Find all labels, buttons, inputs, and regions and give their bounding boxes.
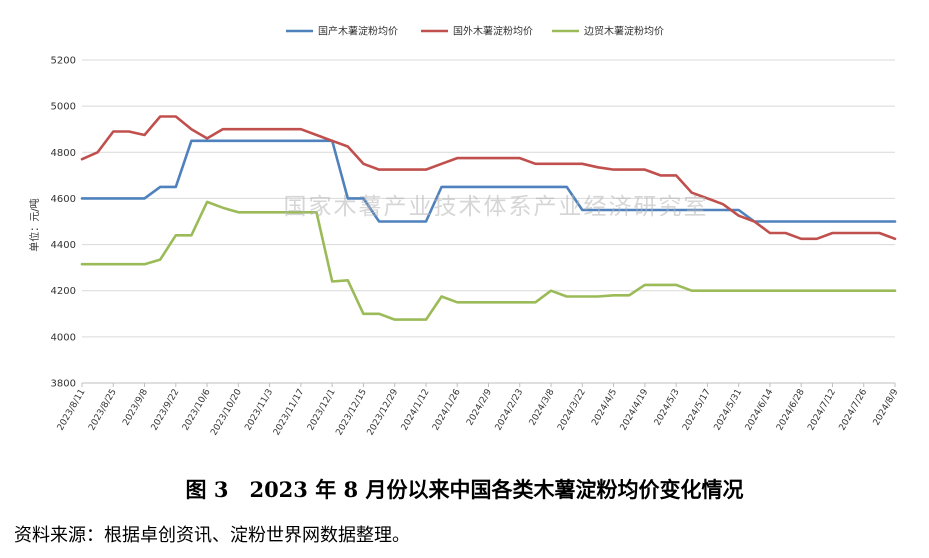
x-axis-ticks: 2023/8/11 2023/8/25 2023/9/8 2023/9/22 2023/…: [56, 383, 901, 437]
x-tick-label: 2023/10/20: [209, 387, 244, 437]
line-chart: 3800 4000 4200 4400 4600 4800 5000 5200 2023/8/…: [28, 25, 901, 438]
y-axis-ticks: 3800 4000 4200 4400 4600 4800 5000 5200: [51, 56, 76, 390]
y-tick-label: 5000: [51, 102, 76, 113]
x-tick-label: 2024/6/28: [775, 387, 807, 432]
x-tick-label: 2024/4/19: [619, 387, 651, 432]
grid-lines: [82, 59, 895, 384]
y-tick-label: 4200: [51, 286, 76, 297]
series-line-2: [80, 115, 897, 241]
x-tick-label: 2024/5/31: [713, 388, 745, 433]
x-tick-label: 2024/1/26: [431, 387, 463, 432]
x-tick-label: 2024/6/14: [744, 387, 776, 432]
y-tick-label: 4400: [51, 240, 76, 251]
x-tick-label: 2023/9/22: [150, 388, 182, 433]
legend-label: 国产木薯淀粉均价: [318, 25, 398, 38]
data-source-note: 资料来源：根据卓创资讯、淀粉世界网数据整理。: [14, 525, 410, 546]
watermark-text: 国家木薯产业技术体系产业经济研究室: [284, 194, 709, 220]
x-tick-label: 2024/3/22: [556, 388, 588, 433]
x-tick-label: 2024/2/23: [494, 388, 526, 433]
x-tick-label: 2024/7/12: [806, 388, 838, 433]
legend: 国产木薯淀粉均价 国外木薯淀粉均价 边贸木薯淀粉均价: [286, 25, 664, 38]
x-tick-label: 2023/10/6: [181, 387, 213, 432]
series-lines: [80, 115, 897, 321]
x-tick-label: 2023/9/8: [121, 387, 150, 427]
y-tick-label: 4800: [51, 148, 76, 159]
y-tick-label: 5200: [51, 56, 76, 67]
x-tick-label: 2023/12/15: [334, 388, 369, 438]
series-line-1: [80, 139, 897, 223]
x-tick-label: 2024/1/12: [400, 388, 432, 433]
x-tick-label: 2024/8/9: [872, 387, 901, 427]
x-tick-label: 2023/11/17: [272, 388, 307, 438]
legend-label: 国外木薯淀粉均价: [453, 25, 533, 38]
legend-label: 边贸木薯淀粉均价: [584, 25, 664, 38]
figure-caption: 图 3 2023 年 8 月份以来中国各类木薯淀粉均价变化情况: [185, 477, 744, 502]
y-tick-label: 4600: [51, 194, 76, 205]
x-tick-label: 2023/12/29: [366, 387, 401, 437]
x-tick-label: 2023/8/25: [87, 388, 119, 433]
y-tick-label: 3800: [51, 379, 76, 390]
x-tick-label: 2024/5/3: [653, 388, 682, 428]
x-tick-label: 2023/12/1: [306, 388, 338, 433]
x-tick-label: 2023/11/3: [243, 388, 275, 433]
x-tick-label: 2024/3/8: [528, 387, 557, 427]
x-tick-label: 2024/4/5: [590, 388, 619, 428]
y-axis-label: 单位：元/吨: [28, 198, 41, 251]
y-tick-label: 4000: [51, 332, 76, 343]
x-tick-label: 2024/2/9: [465, 387, 494, 427]
x-tick-label: 2024/5/17: [681, 388, 713, 433]
series-line-3: [80, 200, 897, 321]
x-tick-label: 2024/7/26: [838, 387, 870, 432]
x-tick-label: 2023/8/11: [56, 388, 88, 433]
